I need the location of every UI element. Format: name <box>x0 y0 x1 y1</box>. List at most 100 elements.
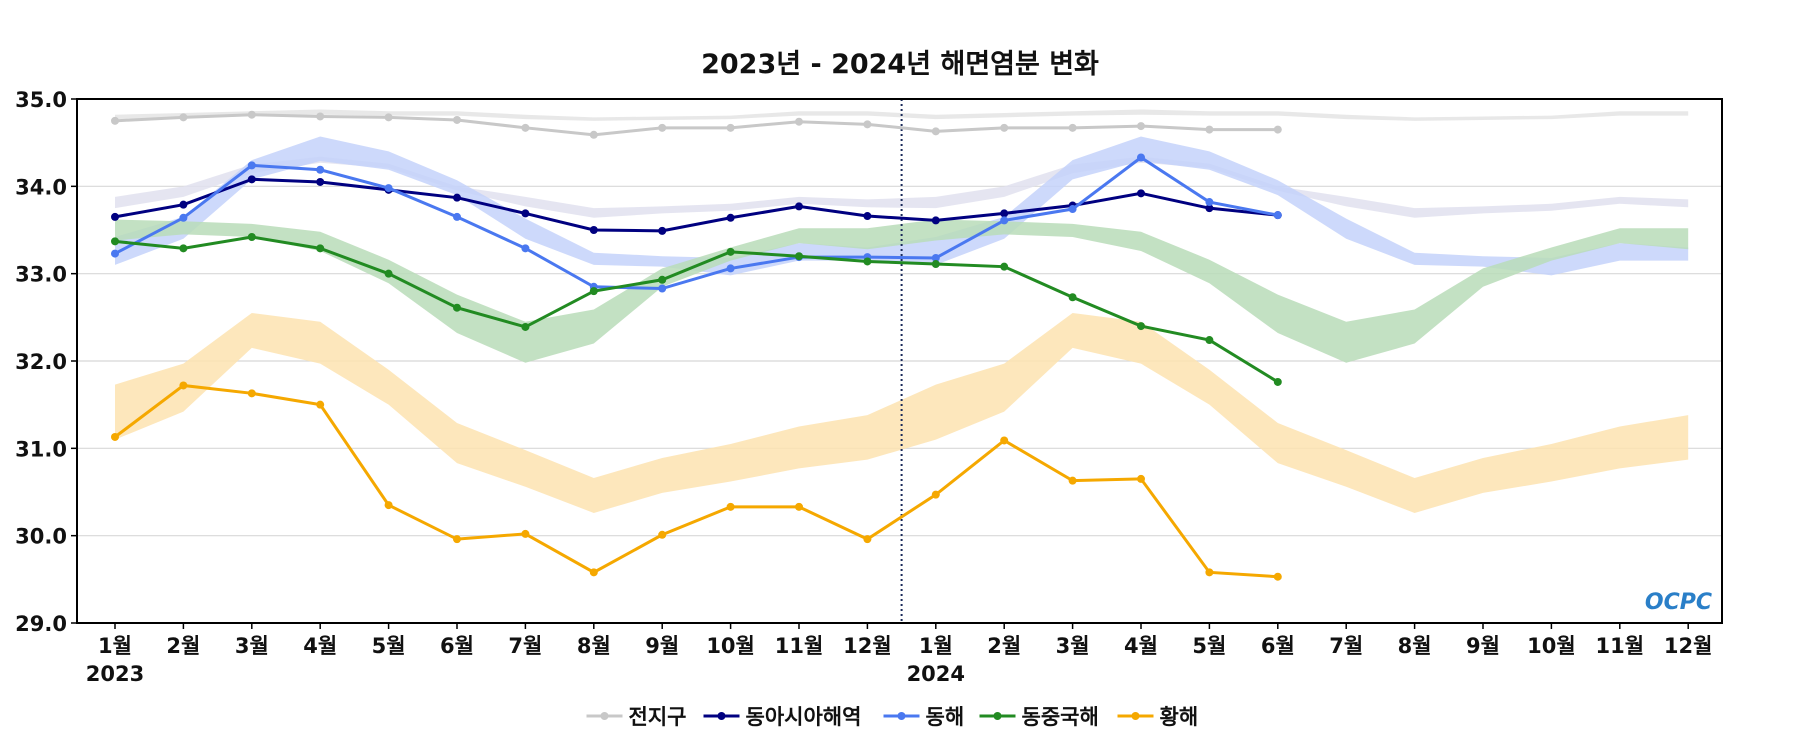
x-tick-label: 1월 <box>98 634 132 658</box>
legend-marker <box>1131 712 1140 720</box>
y-tick-label: 34.0 <box>15 175 67 199</box>
y-axis: 29.0 30.0 31.0 32.0 33.0 34.0 35.0 <box>15 88 77 636</box>
point-동해 <box>658 284 667 293</box>
point-동중국해 <box>247 232 256 241</box>
legend-marker <box>897 712 906 720</box>
y-tick-label: 33.0 <box>15 263 67 287</box>
x-tick-label: 10월 <box>1527 634 1576 658</box>
point-황해 <box>589 568 598 577</box>
line-동해 <box>114 155 1279 291</box>
point-황해 <box>521 529 530 538</box>
point-동중국해 <box>384 269 393 278</box>
x-tick-label: 6월 <box>440 634 474 658</box>
y-tick-label: 30.0 <box>15 525 67 549</box>
x-tick-label: 8월 <box>577 634 611 658</box>
point-동중국해 <box>1000 262 1009 271</box>
chart-title: 2023년 - 2024년 해면염분 변화 <box>701 49 1099 80</box>
legend-marker <box>600 712 609 720</box>
x-tick-label: 1월 <box>919 634 953 658</box>
point-동중국해 <box>1137 322 1145 331</box>
point-전지구 <box>1273 125 1282 134</box>
x-tick-label: 4월 <box>1124 634 1158 658</box>
year-label: 2023 <box>86 662 144 686</box>
point-동해 <box>1000 216 1009 225</box>
point-동해 <box>247 161 256 170</box>
point-동중국해 <box>1068 293 1077 302</box>
point-동중국해 <box>931 260 940 269</box>
svg-text:OCPC: OCPC <box>1645 590 1712 615</box>
x-tick-label: 11월 <box>775 634 824 658</box>
legend-item: 황해 <box>1117 705 1198 729</box>
point-동중국해 <box>863 257 872 266</box>
climatology-bands <box>115 109 1689 513</box>
y-tick-label: 32.0 <box>15 350 67 374</box>
point-동해 <box>726 264 735 273</box>
legend-item: 동해 <box>883 705 964 729</box>
legend-label: 동중국해 <box>1022 705 1099 729</box>
x-tick-label: 10월 <box>706 634 755 658</box>
legend-marker <box>717 712 726 720</box>
point-전지구 <box>795 117 803 126</box>
point-동해 <box>1137 153 1145 162</box>
y-tick-label: 35.0 <box>15 88 67 112</box>
x-tick-label: 12월 <box>1664 634 1713 658</box>
point-황해 <box>1205 568 1214 577</box>
series-lines <box>111 99 1282 623</box>
point-황해 <box>247 389 256 398</box>
point-동중국해 <box>521 322 530 331</box>
point-황해 <box>931 490 940 499</box>
x-tick-label: 7월 <box>1329 634 1363 658</box>
point-동중국해 <box>453 303 461 312</box>
point-전지구 <box>179 113 188 122</box>
point-전지구 <box>1205 125 1214 134</box>
point-황해 <box>1137 474 1145 483</box>
point-전지구 <box>384 113 393 122</box>
point-동아시아해역 <box>453 193 461 202</box>
x-tick-label: 9월 <box>645 634 679 658</box>
point-동중국해 <box>111 237 119 246</box>
point-전지구 <box>726 123 735 132</box>
point-동해 <box>521 244 530 253</box>
point-동아시아해역 <box>521 209 530 218</box>
point-전지구 <box>521 123 530 132</box>
point-전지구 <box>316 112 325 121</box>
legend-item: 동아시아해역 <box>703 705 862 729</box>
point-전지구 <box>658 123 667 132</box>
point-동아시아해역 <box>931 216 940 225</box>
point-황해 <box>384 501 393 510</box>
point-동아시아해역 <box>316 177 325 186</box>
legend: 전지구 동아시아해역 동해 동중국해 황해 <box>586 705 1198 729</box>
year-label: 2024 <box>907 662 965 686</box>
x-tick-label: 3월 <box>1056 634 1090 658</box>
point-동아시아해역 <box>179 200 188 209</box>
point-황해 <box>1068 476 1077 485</box>
point-전지구 <box>247 110 256 119</box>
line-전지구 <box>114 113 1278 137</box>
x-axis: 1월 2월 3월 4월 5월 6월 7월 8월 9월 10월 11월 12월 1월 2월 3월 4월 5월 6월 7… <box>86 623 1713 686</box>
band-동아시아해역 <box>115 156 1689 218</box>
point-전지구 <box>931 127 940 136</box>
legend-label: 동아시아해역 <box>746 705 862 729</box>
point-전지구 <box>111 116 119 125</box>
line-황해 <box>114 383 1278 579</box>
point-동아시아해역 <box>658 226 667 235</box>
point-황해 <box>179 381 188 390</box>
point-동해 <box>453 212 461 221</box>
point-동아시아해역 <box>863 212 872 221</box>
point-황해 <box>1273 572 1282 581</box>
point-황해 <box>111 432 119 441</box>
point-황해 <box>726 502 735 511</box>
x-tick-label: 8월 <box>1398 634 1432 658</box>
point-동해 <box>316 165 325 174</box>
point-동아시아해역 <box>1137 189 1145 198</box>
line-동아시아해역 <box>114 177 1278 233</box>
x-tick-label: 6월 <box>1261 634 1295 658</box>
point-동해 <box>1205 198 1214 207</box>
line-동중국해 <box>114 235 1279 384</box>
legend-item: 동중국해 <box>979 705 1099 729</box>
point-동중국해 <box>316 244 325 253</box>
x-tick-label: 3월 <box>235 634 269 658</box>
point-황해 <box>658 530 667 539</box>
point-황해 <box>1000 436 1009 445</box>
